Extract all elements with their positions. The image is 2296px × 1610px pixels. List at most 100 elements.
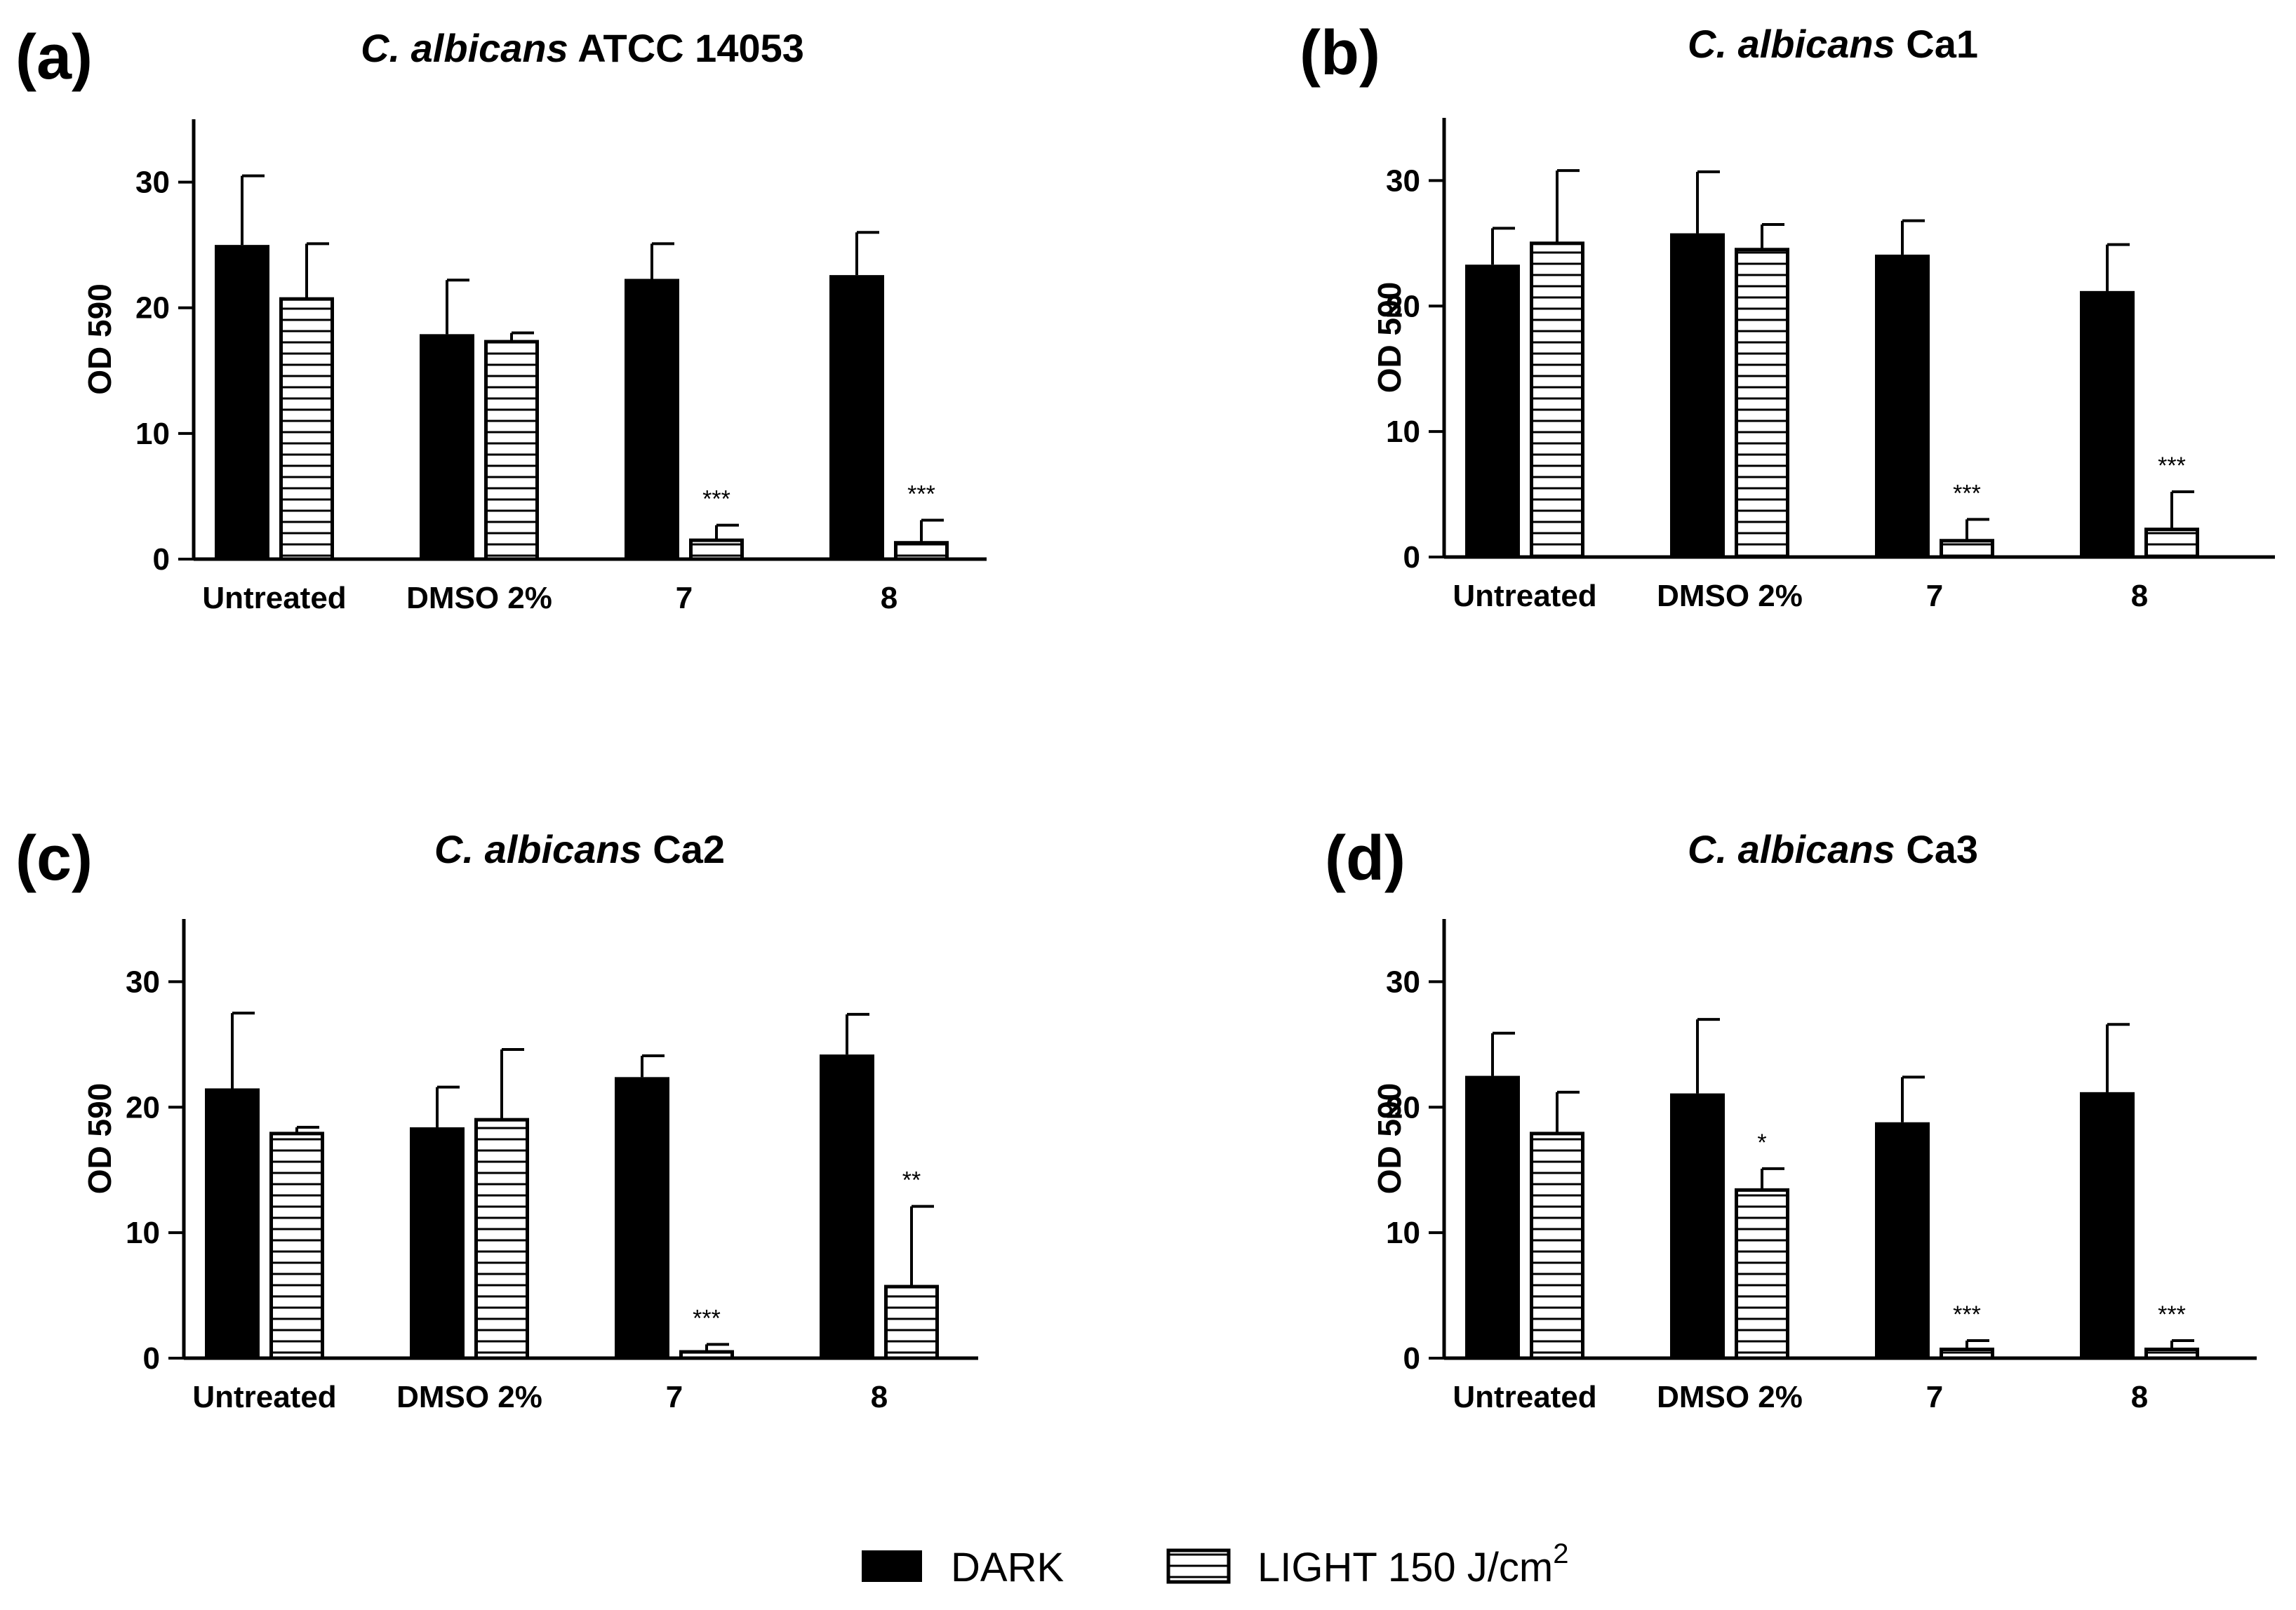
- bar-light: [2144, 528, 2199, 559]
- y-axis-label: OD 590: [81, 1083, 118, 1195]
- x-category-label: DMSO 2%: [1657, 579, 1803, 613]
- chart-title: C. albicans Ca1: [1688, 22, 1978, 66]
- chart-title-strain: Ca1: [1895, 22, 1978, 66]
- x-category-label: 7: [666, 1380, 683, 1414]
- bar-light: [1940, 1347, 1994, 1360]
- bar-dark: [615, 1077, 669, 1358]
- significance-label: ***: [693, 1305, 721, 1331]
- bar-light: [689, 538, 744, 561]
- y-tick-label: 10: [135, 417, 170, 451]
- x-category-label: Untreated: [202, 581, 346, 615]
- significance-label: ***: [1953, 1301, 1981, 1328]
- bar-dark: [215, 245, 269, 559]
- chart-title: C. albicans ATCC 14053: [361, 26, 804, 70]
- significance-label: *: [1757, 1129, 1766, 1156]
- bar-light: [1940, 539, 1994, 559]
- bar-dark: [2080, 1092, 2135, 1358]
- chart-title: C. albicans Ca3: [1688, 827, 1978, 871]
- x-category-label: 8: [871, 1380, 888, 1414]
- bar-light: [1735, 248, 1789, 559]
- bar-light: [1735, 1188, 1789, 1360]
- y-tick-label: 10: [126, 1216, 160, 1250]
- bar-dark: [1875, 254, 1930, 557]
- bar-light: [894, 541, 949, 561]
- bar-dark: [1875, 1122, 1930, 1358]
- y-tick-label: 0: [143, 1341, 160, 1376]
- y-tick-label: 0: [1403, 540, 1420, 575]
- x-category-label: DMSO 2%: [396, 1380, 542, 1414]
- panel-label: (b): [1300, 18, 1380, 88]
- significance-label: **: [902, 1167, 921, 1194]
- x-category-label: DMSO 2%: [406, 581, 552, 615]
- bar-light: [2144, 1347, 2199, 1360]
- bar-dark: [410, 1127, 465, 1358]
- x-category-label: 7: [1926, 579, 1943, 613]
- chart-panel-3: (c) C. albicans Ca2 OD 590 0 10 20 30 Untreated…: [15, 824, 978, 1414]
- y-tick-label: 30: [1386, 163, 1420, 198]
- y-tick-label: 20: [126, 1090, 160, 1125]
- bar-light: [1530, 241, 1584, 559]
- significance-label: ***: [2158, 452, 2186, 479]
- legend-label-light-text: LIGHT 150 J/cm: [1257, 1545, 1553, 1590]
- y-axis-label: OD 590: [1371, 282, 1408, 394]
- chart-title-species: C. albicans: [361, 26, 568, 70]
- y-tick-label: 30: [1386, 965, 1420, 999]
- y-tick-label: 10: [1386, 1216, 1420, 1250]
- y-tick-label: 30: [126, 965, 160, 999]
- legend: DARK LIGHT 150 J/cm2: [862, 1538, 1568, 1590]
- bar-dark: [820, 1054, 874, 1358]
- chart-title-species: C. albicans: [434, 827, 642, 871]
- y-tick-label: 10: [1386, 415, 1420, 449]
- significance-label: ***: [907, 481, 935, 507]
- bar-dark: [205, 1088, 260, 1358]
- chart-title-species: C. albicans: [1688, 827, 1895, 871]
- bar-dark: [1670, 1093, 1725, 1358]
- chart-title: C. albicans Ca2: [434, 827, 725, 871]
- chart-panel-2: (b) C. albicans Ca1 OD 590 0 10 20 30 Untreated…: [1300, 18, 2275, 613]
- bar-dark: [829, 275, 884, 559]
- chart-panel-4: (d) C. albicans Ca3 OD 590 0 10 20 30 Untreated…: [1325, 824, 2257, 1414]
- y-tick-label: 0: [153, 542, 170, 577]
- chart-title-strain: Ca2: [642, 827, 725, 871]
- x-category-label: 7: [1926, 1380, 1943, 1414]
- bar-light: [484, 340, 539, 561]
- y-tick-label: 20: [1386, 289, 1420, 323]
- x-category-label: Untreated: [1453, 1380, 1596, 1414]
- x-category-label: 8: [881, 581, 897, 615]
- bar-dark: [1465, 264, 1520, 557]
- chart-title-strain: Ca3: [1895, 827, 1978, 871]
- bar-dark: [420, 334, 474, 559]
- legend-swatch-dark: [862, 1550, 922, 1582]
- y-axis-label: OD 590: [1371, 1083, 1408, 1195]
- y-axis-label: OD 590: [81, 283, 118, 395]
- bar-dark: [1465, 1075, 1520, 1358]
- legend-label-light: LIGHT 150 J/cm2: [1257, 1538, 1568, 1590]
- bar-dark: [1670, 233, 1725, 557]
- bar-light: [884, 1284, 939, 1360]
- bar-light: [269, 1132, 324, 1360]
- x-category-label: 8: [2131, 579, 2148, 613]
- y-tick-label: 0: [1403, 1341, 1420, 1376]
- bar-light: [474, 1118, 529, 1360]
- legend-swatch-light: [1166, 1548, 1231, 1584]
- chart-title-species: C. albicans: [1688, 22, 1895, 66]
- y-tick-label: 30: [135, 166, 170, 200]
- x-category-label: 7: [676, 581, 693, 615]
- bar-dark: [2080, 290, 2135, 557]
- bar-light: [679, 1350, 734, 1360]
- significance-label: ***: [702, 486, 730, 513]
- y-tick-label: 20: [135, 291, 170, 326]
- significance-label: ***: [1953, 480, 1981, 507]
- x-category-label: 8: [2131, 1380, 2148, 1414]
- bar-light: [1530, 1132, 1584, 1360]
- y-tick-label: 20: [1386, 1090, 1420, 1125]
- panel-label: (d): [1325, 824, 1406, 894]
- x-category-label: DMSO 2%: [1657, 1380, 1803, 1414]
- chart-title-strain: ATCC 14053: [568, 26, 804, 70]
- legend-label-dark: DARK: [951, 1545, 1064, 1590]
- x-category-label: Untreated: [1453, 579, 1596, 613]
- x-category-label: Untreated: [192, 1380, 336, 1414]
- panel-label: (c): [15, 824, 93, 894]
- bar-dark: [625, 279, 679, 559]
